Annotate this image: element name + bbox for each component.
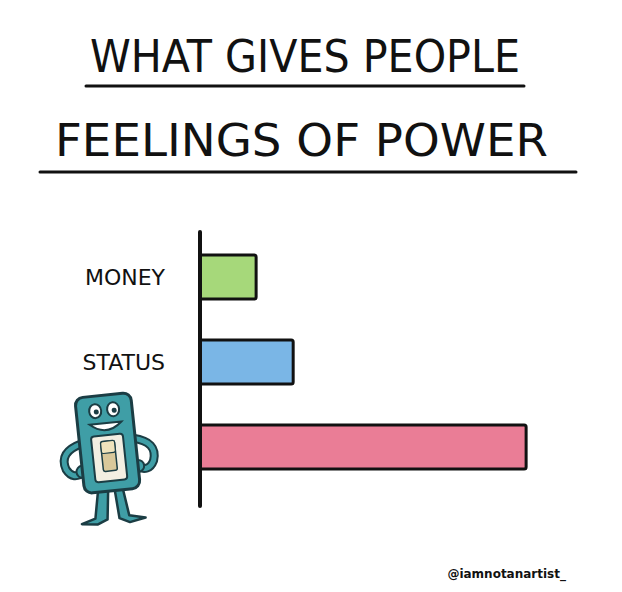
switch-icon xyxy=(58,391,161,529)
bar xyxy=(200,255,256,299)
title-underline xyxy=(40,171,576,174)
eye xyxy=(88,404,101,419)
category-label: STATUS xyxy=(82,350,165,375)
toggle-top xyxy=(100,440,115,453)
pupil xyxy=(94,409,99,414)
pupil xyxy=(111,407,116,412)
title-line: WHAT GIVES PEOPLE xyxy=(90,31,520,82)
title-underline xyxy=(86,85,524,88)
mouth xyxy=(90,421,123,431)
bars xyxy=(200,255,526,469)
bar xyxy=(200,340,293,384)
annotation: @iamnotanartist_ xyxy=(447,567,566,582)
bar xyxy=(200,425,526,469)
title-line: FEELINGS OF POWER xyxy=(55,115,548,166)
chart: WHAT GIVES PEOPLE FEELINGS OF POWER MONEY S… xyxy=(0,0,622,592)
category-label: MONEY xyxy=(85,265,166,290)
switch-body xyxy=(75,392,141,493)
switch-plate xyxy=(91,433,128,482)
eye xyxy=(106,402,119,417)
title: WHAT GIVES PEOPLE FEELINGS OF POWER xyxy=(40,31,576,172)
value-axis-baseline xyxy=(198,232,202,506)
toggle xyxy=(100,440,117,471)
